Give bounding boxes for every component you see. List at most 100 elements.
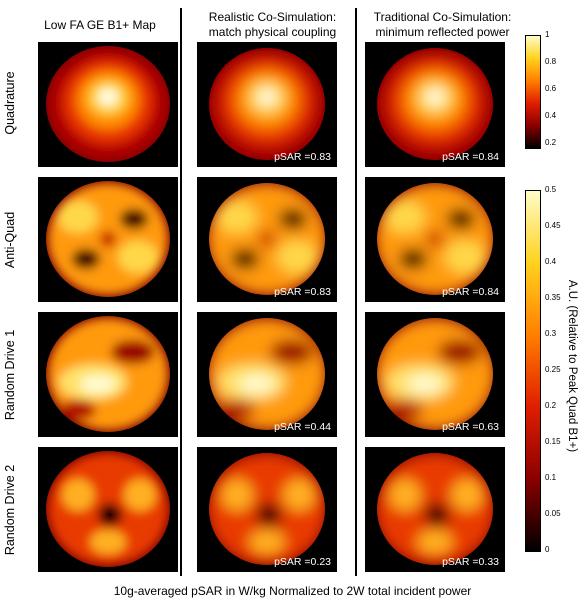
heat-blob bbox=[219, 400, 255, 420]
heat-blob bbox=[447, 209, 475, 229]
heatmap-image bbox=[38, 447, 178, 572]
row-label-random-drive-2: Random Drive 2 bbox=[3, 464, 17, 556]
heat-blob bbox=[277, 241, 317, 273]
panel-random-drive-1-realistic: pSAR =0.44 bbox=[197, 312, 337, 437]
psar-label: pSAR =0.84 bbox=[442, 151, 499, 163]
heat-blob bbox=[124, 479, 156, 511]
colorbar-tick: 0.4 bbox=[545, 257, 557, 266]
heatmap-image bbox=[197, 42, 337, 167]
heat-blob bbox=[438, 340, 482, 364]
heat-blob bbox=[231, 249, 259, 269]
psar-label: pSAR =0.84 bbox=[442, 286, 499, 298]
column-title-realistic: Realistic Co-Simulation: match physical … bbox=[208, 10, 337, 39]
heat-blob bbox=[425, 88, 445, 106]
colorbar-tick: 0 bbox=[545, 545, 550, 554]
divider-right bbox=[355, 8, 357, 576]
row-label-random-drive-1: Random Drive 1 bbox=[3, 329, 17, 421]
heat-blob bbox=[102, 503, 114, 515]
panel-quadrature-traditional: pSAR =0.84 bbox=[365, 42, 505, 167]
row-label-anti-quad: Anti-Quad bbox=[3, 211, 17, 269]
colorbar-tick: 0.35 bbox=[545, 293, 561, 302]
heat-blob bbox=[120, 209, 148, 229]
heat-blob bbox=[90, 530, 126, 554]
colorbar-tick: 0.1 bbox=[545, 473, 557, 482]
psar-label: pSAR =0.83 bbox=[274, 151, 331, 163]
heat-blob bbox=[249, 530, 285, 554]
heat-blob bbox=[257, 88, 277, 106]
colorbar-tick: 0.45 bbox=[545, 221, 561, 230]
heat-blob bbox=[429, 503, 441, 515]
heatmap-image bbox=[365, 42, 505, 167]
psar-label: pSAR =0.44 bbox=[274, 421, 331, 433]
colorbar-tick: 0.2 bbox=[545, 137, 557, 147]
heat-blob bbox=[62, 479, 94, 511]
psar-label: pSAR =0.63 bbox=[442, 421, 499, 433]
heat-blob bbox=[58, 201, 98, 233]
colorbar-tick: 0.3 bbox=[545, 329, 557, 338]
heat-blob bbox=[259, 231, 275, 247]
heat-blob bbox=[385, 201, 425, 233]
colorbar-tick: 0.4 bbox=[545, 110, 557, 120]
colorbar-tick: 0.5 bbox=[545, 185, 557, 194]
heatmap-image bbox=[38, 42, 178, 167]
heat-blob bbox=[118, 241, 158, 273]
heat-blob bbox=[98, 88, 118, 106]
heat-blob bbox=[407, 375, 443, 393]
heat-blob bbox=[217, 201, 257, 233]
panel-random-drive-2-traditional: pSAR =0.33 bbox=[365, 447, 505, 572]
heatmap-image bbox=[365, 177, 505, 302]
colorbar-label: A.U. (Relative to Peak Quad B1+) bbox=[566, 279, 578, 453]
heat-blob bbox=[80, 375, 116, 393]
panel-anti-quad-measured bbox=[38, 177, 178, 302]
panel-random-drive-1-measured bbox=[38, 312, 178, 437]
column-title-traditional: Traditional Co-Simulation: minimum refle… bbox=[373, 10, 512, 39]
heat-blob bbox=[279, 209, 307, 229]
colorbar-bottom bbox=[525, 190, 541, 552]
colorbar-tick: 0.05 bbox=[545, 509, 561, 518]
colorbar-tick: 0.15 bbox=[545, 437, 561, 446]
panel-random-drive-2-realistic: pSAR =0.23 bbox=[197, 447, 337, 572]
heat-blob bbox=[111, 340, 155, 364]
heatmap-image bbox=[365, 447, 505, 572]
heat-blob bbox=[399, 249, 427, 269]
heat-blob bbox=[417, 530, 453, 554]
heatmap-image bbox=[197, 447, 337, 572]
heat-blob bbox=[270, 340, 314, 364]
footer-caption: 10g-averaged pSAR in W/kg Normalized to … bbox=[113, 584, 472, 598]
heat-blob bbox=[221, 479, 253, 511]
heat-blob bbox=[60, 400, 96, 420]
heat-blob bbox=[445, 241, 485, 273]
heatmap-image bbox=[38, 177, 178, 302]
panel-anti-quad-traditional: pSAR =0.84 bbox=[365, 177, 505, 302]
heatmap-image bbox=[365, 312, 505, 437]
row-label-quadrature: Quadrature bbox=[3, 71, 17, 135]
colorbar-top bbox=[525, 35, 541, 149]
panel-random-drive-2-measured bbox=[38, 447, 178, 572]
heat-blob bbox=[387, 400, 423, 420]
divider-left bbox=[180, 8, 182, 576]
panel-quadrature-realistic: pSAR =0.83 bbox=[197, 42, 337, 167]
heat-blob bbox=[427, 231, 443, 247]
heat-blob bbox=[261, 503, 273, 515]
colorbar-tick: 0.2 bbox=[545, 401, 557, 410]
colorbar-tick: 0.6 bbox=[545, 83, 557, 93]
heat-blob bbox=[72, 249, 100, 269]
colorbar-tick: 1 bbox=[545, 30, 550, 39]
psar-label: pSAR =0.83 bbox=[274, 286, 331, 298]
colorbar-tick: 0.8 bbox=[545, 56, 557, 66]
column-title-measured: Low FA GE B1+ Map bbox=[44, 18, 156, 32]
panel-anti-quad-realistic: pSAR =0.83 bbox=[197, 177, 337, 302]
psar-label: pSAR =0.23 bbox=[274, 556, 331, 568]
heat-blob bbox=[283, 479, 315, 511]
heatmap-image bbox=[38, 312, 178, 437]
panel-random-drive-1-traditional: pSAR =0.63 bbox=[365, 312, 505, 437]
heat-blob bbox=[100, 231, 116, 247]
panel-quadrature-measured bbox=[38, 42, 178, 167]
psar-label: pSAR =0.33 bbox=[442, 556, 499, 568]
heatmap-image bbox=[197, 177, 337, 302]
heatmap-image bbox=[197, 312, 337, 437]
heat-blob bbox=[239, 375, 275, 393]
heat-blob bbox=[451, 479, 483, 511]
colorbar-tick: 0.25 bbox=[545, 365, 561, 374]
heat-blob bbox=[389, 479, 421, 511]
